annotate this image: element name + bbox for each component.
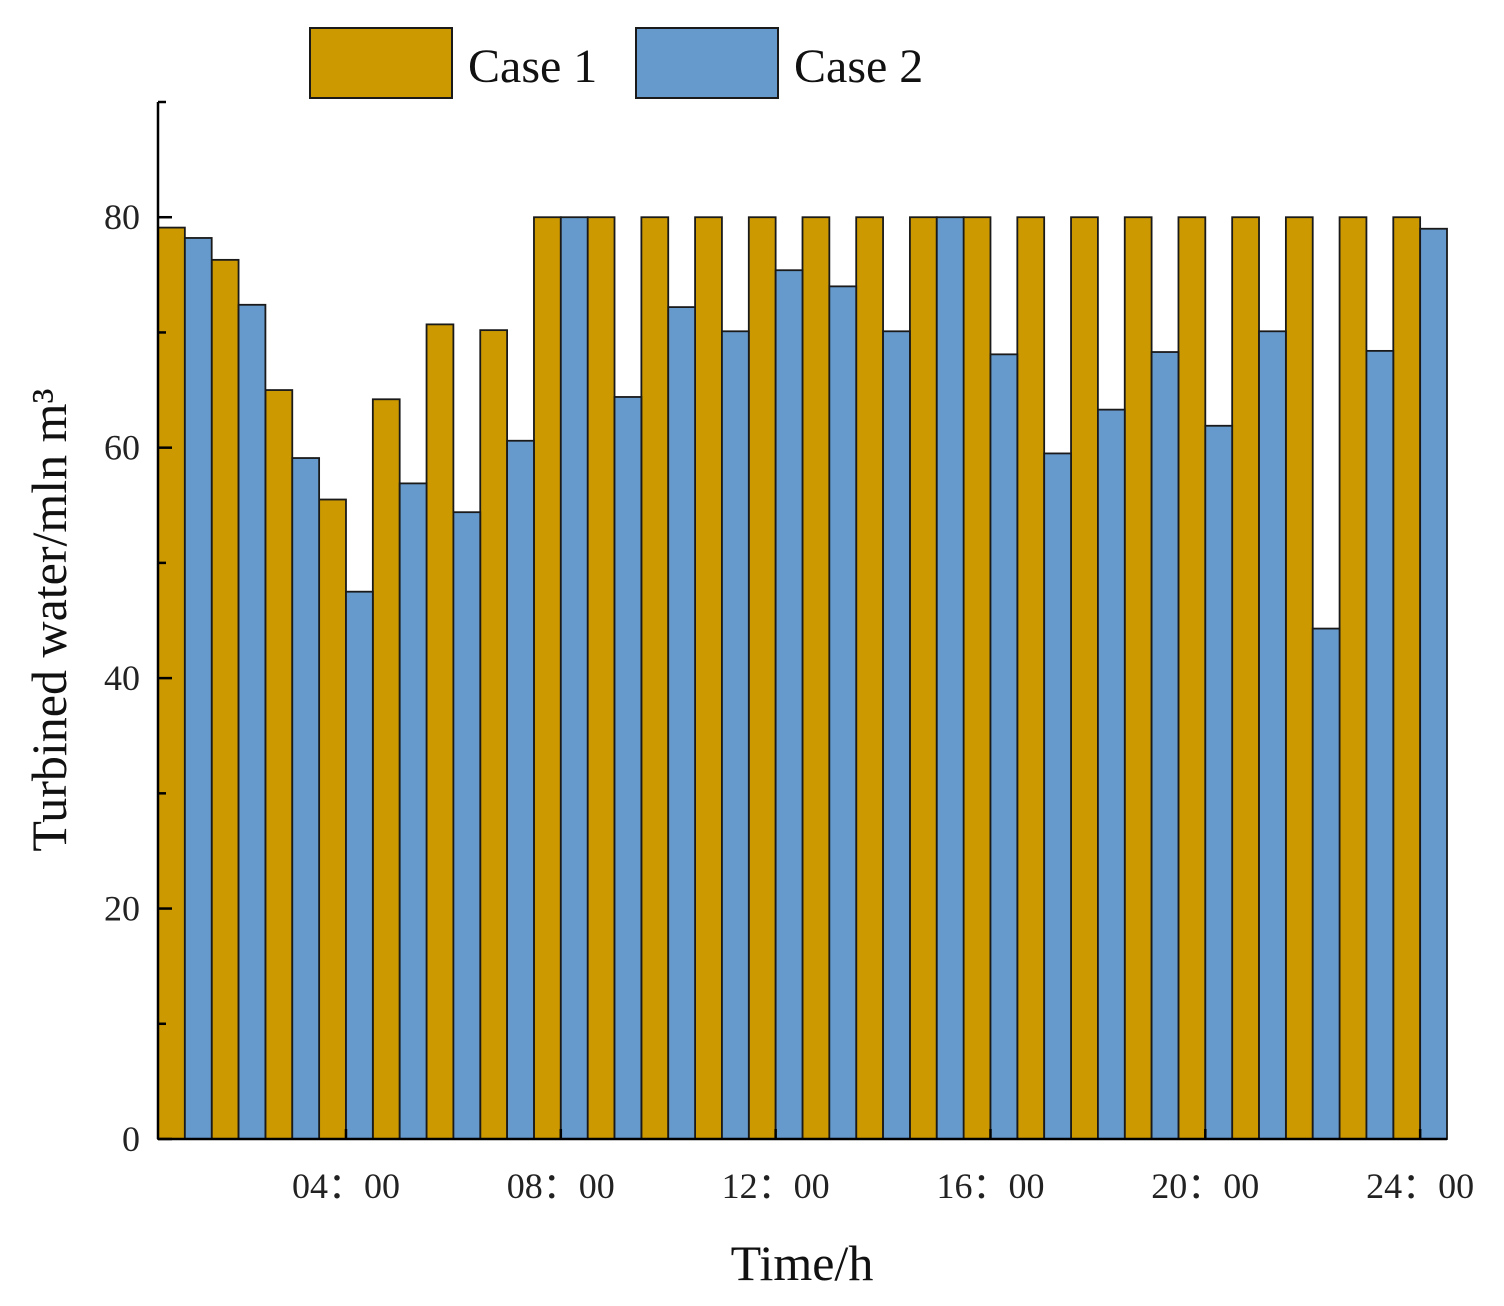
bar-case-1-h23 [1338, 216, 1368, 1140]
y-tick-label: 0 [122, 1119, 140, 1159]
bar-case-2-h16 [989, 353, 1019, 1140]
bar-case-1-h15 [909, 216, 938, 1140]
bar-case-1-h19 [1123, 216, 1153, 1140]
bar-case-2-h10 [667, 306, 696, 1140]
bar-case-1-h20 [1177, 216, 1207, 1140]
x-tick-label: 08：00 [507, 1166, 615, 1206]
y-tick-label: 80 [104, 197, 140, 237]
bars [157, 216, 1448, 1140]
x-axis-title: Time/h [731, 1235, 874, 1291]
bar-case-2-h15 [935, 216, 965, 1140]
bar-case-2-h21 [1258, 330, 1287, 1140]
x-tick-label: 16：00 [936, 1166, 1044, 1206]
bar-case-2-h12 [774, 269, 804, 1140]
bar-case-1-h14 [855, 216, 884, 1140]
bar-case-2-h1 [183, 237, 213, 1140]
bar-case-2-h13 [828, 285, 858, 1140]
bar-case-2-h4 [345, 590, 374, 1140]
bar-case-1-h2 [210, 258, 240, 1140]
bar-case-1-h7 [479, 329, 509, 1140]
bar-case-1-h4 [318, 498, 347, 1140]
x-tick-label: 12：00 [722, 1166, 830, 1206]
x-tick-label: 24：00 [1366, 1166, 1474, 1206]
bar-case-2-h11 [721, 330, 750, 1140]
bar-case-1-h8 [533, 216, 562, 1140]
bar-case-1-h5 [371, 398, 401, 1140]
bar-case-2-h20 [1204, 424, 1234, 1140]
y-tick-label: 20 [104, 889, 140, 929]
bar-case-1-h18 [1070, 216, 1099, 1140]
x-tick-label: 04：00 [292, 1166, 400, 1206]
legend-label-case-2: Case 2 [794, 40, 923, 93]
y-tick-label: 40 [104, 658, 140, 698]
legend: Case 1 Case 2 [309, 27, 923, 99]
bar-case-1-h24 [1392, 216, 1422, 1140]
bar-case-2-h5 [398, 482, 428, 1140]
legend-swatch-case-1 [309, 27, 453, 99]
bar-case-2-h24 [1419, 227, 1448, 1140]
bar-case-2-h9 [613, 396, 643, 1140]
bar-case-2-h14 [882, 330, 911, 1140]
legend-swatch-case-2 [635, 27, 779, 99]
bar-case-1-h1 [157, 226, 186, 1140]
bar-case-2-h23 [1365, 349, 1395, 1140]
bar-case-1-h16 [962, 216, 992, 1140]
bar-case-1-h11 [694, 216, 723, 1140]
bar-case-1-h13 [801, 216, 831, 1140]
legend-label-case-1: Case 1 [468, 40, 597, 93]
bar-case-2-h18 [1097, 408, 1126, 1140]
bar-case-2-h7 [506, 439, 535, 1140]
bar-case-2-h3 [291, 457, 321, 1140]
bar-case-2-h6 [452, 511, 482, 1140]
x-tick-label: 20：00 [1151, 1166, 1259, 1206]
y-axis-title: Turbined water/mln m³ [21, 388, 77, 851]
bar-case-1-h10 [640, 216, 670, 1140]
bar-case-1-h3 [264, 389, 294, 1140]
bar-case-1-h9 [586, 216, 616, 1140]
bar-case-2-h17 [1043, 452, 1072, 1140]
bar-case-2-h8 [559, 216, 589, 1140]
bar-case-2-h19 [1150, 351, 1180, 1140]
bar-case-1-h6 [425, 323, 455, 1140]
bar-case-1-h12 [747, 216, 777, 1140]
bar-case-1-h17 [1016, 216, 1046, 1140]
axes: 0 20 40 60 80 04：00 08：00 12：00 16：00 20：00 24：00 [104, 100, 1474, 1206]
bar-case-1-h22 [1284, 216, 1314, 1140]
bar-case-1-h21 [1231, 216, 1260, 1140]
bar-case-2-h22 [1311, 627, 1341, 1140]
y-tick-label: 60 [104, 428, 140, 468]
bar-case-2-h2 [237, 303, 267, 1140]
